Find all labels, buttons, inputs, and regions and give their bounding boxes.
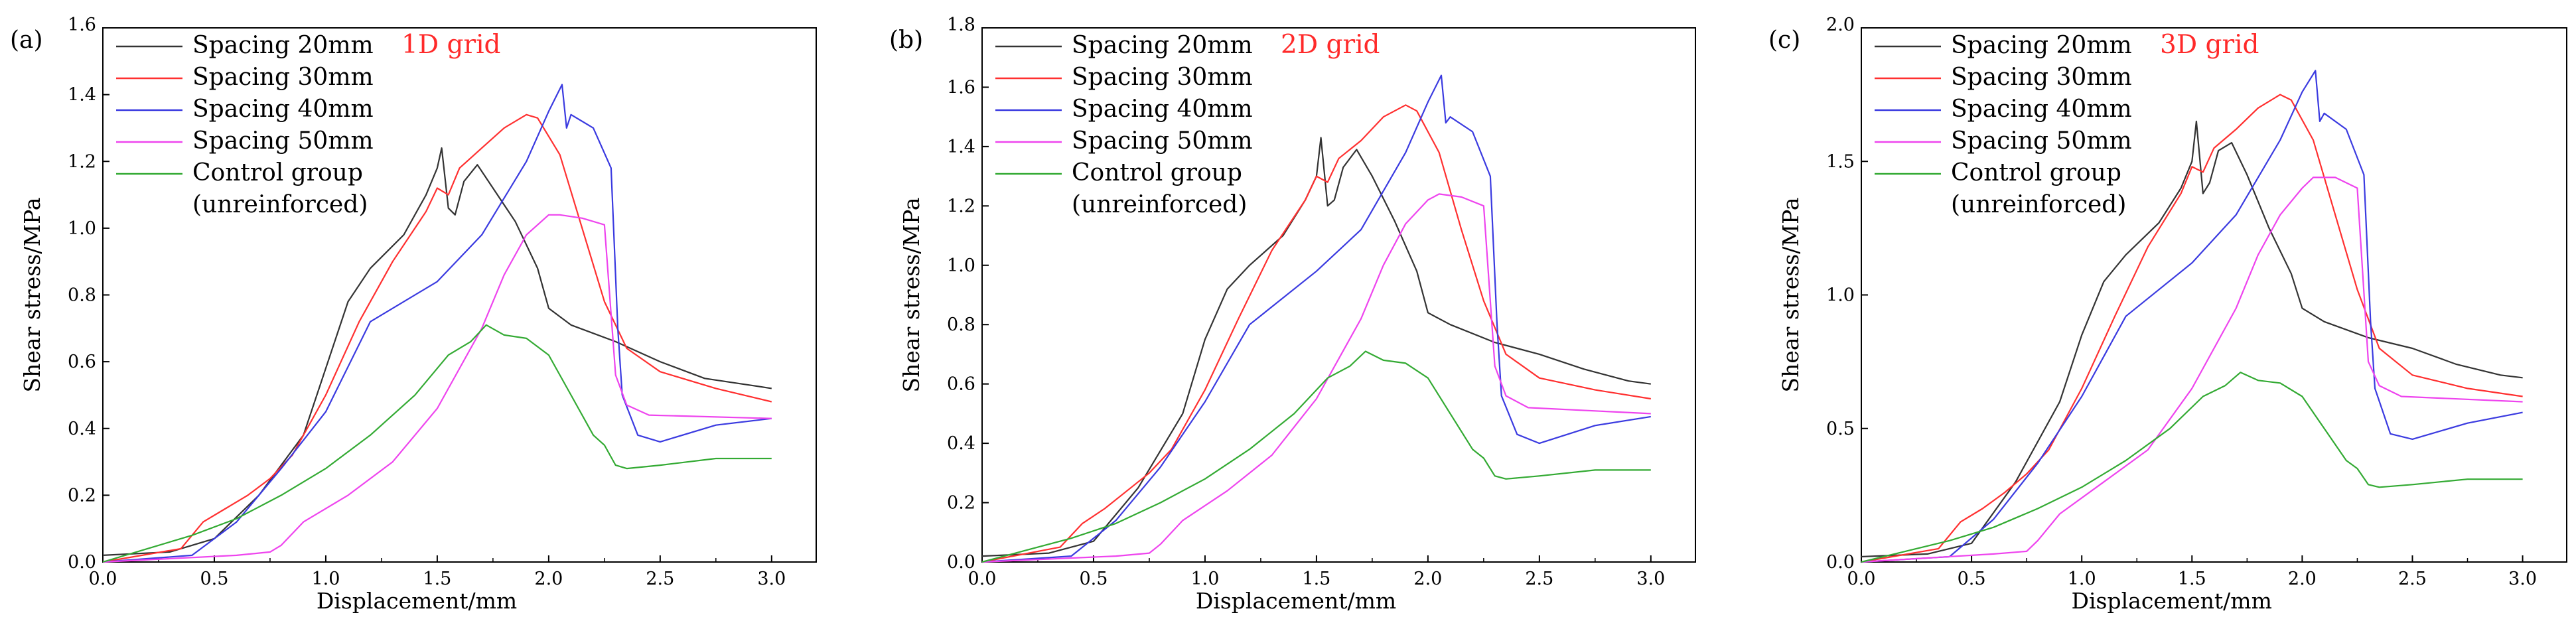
legend-entry: Spacing 40mm: [1072, 96, 1253, 123]
x-tick-label: 1.0: [311, 569, 340, 589]
series-line-control-group: [1861, 372, 2523, 563]
panel-label: (c): [1768, 27, 1800, 54]
series-line-spacing-20mm: [102, 147, 772, 556]
y-tick-label: 0.2: [947, 493, 975, 514]
legend-entry: Spacing 20mm: [1951, 32, 2132, 59]
x-tick-label: 2.0: [1413, 569, 1442, 589]
chart-title: 1D grid: [401, 30, 501, 60]
y-axis-label: Shear stress/MPa: [1778, 197, 1804, 392]
x-tick-label: 1.0: [2068, 569, 2096, 589]
y-tick-label: 1.0: [947, 255, 975, 276]
legend-entry: Control group: [1951, 159, 2121, 186]
x-tick-label: 1.5: [423, 569, 451, 589]
y-tick-label: 1.2: [947, 196, 975, 216]
y-tick-label: 1.5: [1826, 151, 1855, 172]
x-tick-label: 0.0: [89, 569, 117, 589]
legend-note: (unreinforced): [1951, 191, 2126, 218]
x-tick-label: 3.0: [1636, 569, 1665, 589]
series-line-spacing-30mm: [981, 104, 1651, 563]
series-line-control-group: [102, 324, 772, 563]
y-tick-label: 0.0: [68, 552, 96, 573]
series-line-spacing-20mm: [981, 137, 1651, 557]
y-tick-label: 2.0: [1826, 15, 1855, 35]
legend-entry: Control group: [192, 159, 363, 186]
legend-entry: Spacing 40mm: [1951, 96, 2132, 123]
y-tick-label: 1.0: [1826, 285, 1855, 306]
series-line-spacing-30mm: [102, 113, 772, 563]
series-line-spacing-20mm: [1861, 120, 2523, 558]
series-line-spacing-50mm: [1861, 176, 2523, 563]
x-tick-label: 2.5: [1525, 569, 1553, 589]
legend-entry: Spacing 50mm: [192, 127, 374, 155]
legend-entry: Spacing 50mm: [1951, 127, 2132, 155]
chart-title: 2D grid: [1281, 30, 1380, 60]
x-tick-label: 2.0: [2288, 569, 2317, 589]
y-tick-label: 0.0: [947, 552, 975, 573]
panel-label: (a): [10, 27, 43, 54]
x-axis-label: Displacement/mm: [2072, 588, 2272, 614]
y-tick-label: 0.8: [947, 315, 975, 335]
x-tick-label: 3.0: [757, 569, 786, 589]
series-line-spacing-50mm: [981, 193, 1651, 563]
legend-entry: Spacing 30mm: [192, 64, 374, 91]
y-tick-label: 0.6: [68, 352, 96, 372]
legend-entry: Spacing 20mm: [1072, 32, 1253, 59]
chart-panel-1: 0.0 0.5 1.0 1.5 2.0 2.5 3.0 0.0 0.2 0.4 0.6 0.8 1.0 1…: [889, 15, 1696, 614]
series-line-spacing-40mm: [981, 74, 1651, 563]
y-axis-label: Shear stress/MPa: [19, 197, 45, 392]
y-tick-label: 0.0: [1826, 552, 1855, 573]
y-tick-label: 1.6: [947, 77, 975, 98]
x-axis-label: Displacement/mm: [317, 588, 517, 614]
y-tick-label: 0.4: [947, 433, 975, 454]
series-line-spacing-50mm: [102, 214, 772, 563]
y-tick-label: 1.6: [68, 15, 96, 35]
y-axis-label: Shear stress/MPa: [898, 197, 924, 392]
x-tick-label: 2.5: [2398, 569, 2427, 589]
legend-entry: Spacing 30mm: [1072, 64, 1253, 91]
x-tick-label: 0.0: [968, 569, 997, 589]
series-line-spacing-30mm: [1861, 94, 2523, 563]
x-tick-label: 1.0: [1190, 569, 1219, 589]
x-tick-label: 0.5: [1958, 569, 1986, 589]
y-tick-label: 0.2: [68, 485, 96, 506]
x-tick-label: 1.5: [2178, 569, 2206, 589]
legend-entry: Spacing 40mm: [192, 96, 374, 123]
chart-panel-2: 0.0 0.5 1.0 1.5 2.0 2.5 3.0 0.0 0.5 1.0 1.5 2.0 Disp…: [1768, 15, 2567, 614]
x-tick-label: 3.0: [2508, 569, 2537, 589]
x-axis-label: Displacement/mm: [1196, 588, 1396, 614]
y-tick-label: 0.8: [68, 285, 96, 306]
x-tick-label: 0.5: [1079, 569, 1108, 589]
series-line-control-group: [981, 350, 1651, 563]
panel-label: (b): [889, 27, 923, 54]
y-tick-label: 0.4: [68, 419, 96, 439]
legend-entry: Spacing 50mm: [1072, 127, 1253, 155]
y-tick-label: 1.4: [947, 137, 975, 157]
legend-entry: Control group: [1072, 159, 1242, 186]
series-line-spacing-40mm: [1861, 70, 2523, 563]
chart-panel-0: 0.0 0.5 1.0 1.5 2.0 2.5 3.0 0.0 0.2 0.4 0.6 0.8 1.0 1…: [10, 15, 817, 614]
x-tick-label: 0.5: [200, 569, 228, 589]
x-tick-label: 2.5: [646, 569, 674, 589]
y-tick-label: 1.8: [947, 15, 975, 35]
legend-note: (unreinforced): [1072, 191, 1247, 218]
plot-frame: [981, 27, 1696, 563]
y-tick-label: 1.0: [68, 218, 96, 239]
legend-note: (unreinforced): [192, 191, 368, 218]
legend-entry: Spacing 30mm: [1951, 64, 2132, 91]
series-line-spacing-40mm: [102, 84, 772, 563]
x-tick-label: 1.5: [1302, 569, 1330, 589]
chart-title: 3D grid: [2160, 30, 2259, 60]
y-tick-label: 0.5: [1826, 419, 1855, 439]
y-tick-label: 1.4: [68, 85, 96, 106]
y-tick-label: 0.6: [947, 374, 975, 395]
x-tick-label: 2.0: [534, 569, 563, 589]
y-tick-label: 1.2: [68, 151, 96, 172]
legend-entry: Spacing 20mm: [192, 32, 374, 59]
x-tick-label: 0.0: [1847, 569, 1876, 589]
